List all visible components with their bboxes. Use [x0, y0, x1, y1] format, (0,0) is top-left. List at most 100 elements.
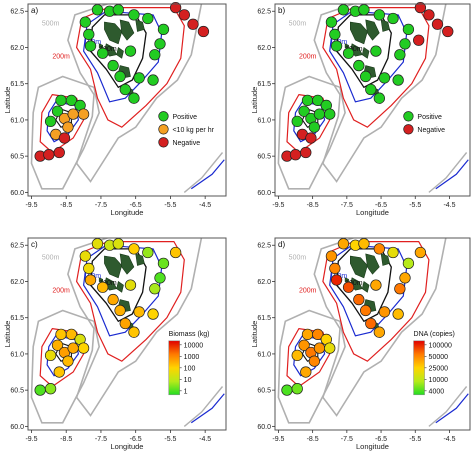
data-point: [128, 92, 140, 104]
data-point: [330, 274, 343, 286]
contour-500m-southeast: [428, 152, 468, 193]
data-point: [97, 281, 109, 293]
legend-title: Biomass (kg): [169, 331, 210, 338]
x-axis-label: Longitude: [111, 442, 144, 451]
x-tick-label: -8.5: [307, 202, 319, 209]
y-tick-label: 60.0: [10, 190, 24, 197]
data-point: [154, 272, 166, 284]
legend-label: 10: [184, 377, 192, 384]
data-point: [291, 115, 303, 128]
data-point: [112, 4, 124, 16]
y-axis-label: Latitude: [3, 87, 12, 114]
legend-colorbar: [168, 340, 180, 396]
data-point: [365, 317, 377, 330]
data-point: [399, 38, 411, 50]
legend: Positive <10 kg per hr Negative: [158, 111, 215, 148]
data-points: [281, 1, 454, 162]
island-1: [119, 253, 135, 275]
x-tick-label: -7.5: [341, 436, 353, 443]
data-point: [342, 47, 355, 59]
data-point: [329, 28, 341, 41]
data-point: [325, 250, 338, 262]
data-point: [370, 279, 382, 291]
data-point: [79, 250, 91, 262]
data-points: [34, 1, 210, 162]
data-point: [53, 146, 65, 159]
y-tick-label: 60.0: [257, 424, 271, 431]
data-point: [358, 4, 370, 16]
data-point: [107, 59, 119, 72]
x-tick-label: -8.5: [60, 202, 72, 209]
y-tick-label: 62.0: [10, 279, 24, 286]
data-point: [373, 9, 385, 21]
island-0: [349, 255, 368, 279]
contour-500m-bank: [277, 309, 346, 424]
data-point: [423, 9, 435, 21]
data-point: [289, 149, 302, 161]
data-point: [300, 366, 312, 378]
x-tick-label: -7.5: [341, 202, 353, 209]
data-point: [353, 293, 365, 306]
data-point: [51, 339, 64, 351]
plot-frame: [274, 3, 471, 197]
data-point: [147, 74, 159, 86]
y-tick-label: 60.0: [257, 190, 271, 197]
data-point: [298, 105, 310, 117]
x-axis-label: Longitude: [111, 208, 144, 217]
data-point: [97, 47, 109, 59]
data-point: [392, 308, 404, 320]
data-point: [44, 349, 57, 362]
y-tick-label: 60.5: [257, 388, 271, 395]
data-point: [124, 279, 137, 291]
data-point: [281, 384, 293, 396]
depth-label-500m: 500m: [42, 255, 60, 262]
x-tick-label: -5.5: [164, 436, 176, 443]
plot-frame: [274, 237, 471, 431]
data-point: [324, 342, 336, 354]
data-point: [133, 72, 145, 84]
x-axis-label: Longitude: [356, 208, 389, 217]
data-point: [301, 328, 314, 341]
data-point: [394, 49, 406, 61]
legend-label: 25000: [429, 365, 449, 372]
y-tick-label: 60.5: [10, 154, 24, 161]
y-tick-label: 61.0: [10, 117, 24, 124]
legend-colorbar: [413, 340, 425, 396]
x-tick-label: -8.5: [307, 436, 319, 443]
y-tick-label: 61.5: [257, 315, 271, 322]
x-tick-label: -4.5: [199, 436, 211, 443]
data-point: [313, 108, 326, 120]
data-point: [119, 83, 131, 96]
data-point: [298, 339, 310, 351]
y-axis-label: Latitude: [250, 321, 259, 348]
legend-swatch: [403, 111, 414, 122]
data-point: [329, 262, 341, 275]
data-point: [313, 342, 326, 354]
island-0: [104, 255, 123, 279]
x-tick-label: -9.5: [272, 202, 284, 209]
x-tick-label: -7.5: [95, 436, 107, 443]
data-point: [169, 246, 182, 259]
data-point: [414, 246, 427, 259]
island-1: [119, 19, 135, 41]
data-point: [358, 238, 370, 250]
data-point: [337, 4, 350, 16]
data-point: [197, 25, 210, 38]
legend-label: 4000: [429, 388, 445, 395]
contour-150m-southeast: [190, 159, 225, 190]
depth-label-100m: 100m: [99, 46, 117, 53]
contour-200m-shelf: [75, 6, 185, 128]
y-tick-label: 62.5: [10, 243, 24, 250]
y-tick-label: 62.5: [257, 243, 271, 250]
data-point: [67, 342, 79, 354]
data-point: [373, 92, 385, 104]
legend-label: 100: [184, 365, 196, 372]
data-point: [373, 243, 385, 255]
legend-swatch: [158, 124, 169, 135]
x-tick-label: -5.5: [164, 202, 176, 209]
legend-label: 50000: [429, 354, 449, 361]
data-points: [281, 238, 427, 396]
x-tick-label: -9.5: [272, 436, 284, 443]
data-point: [119, 317, 131, 330]
data-point: [124, 45, 137, 57]
